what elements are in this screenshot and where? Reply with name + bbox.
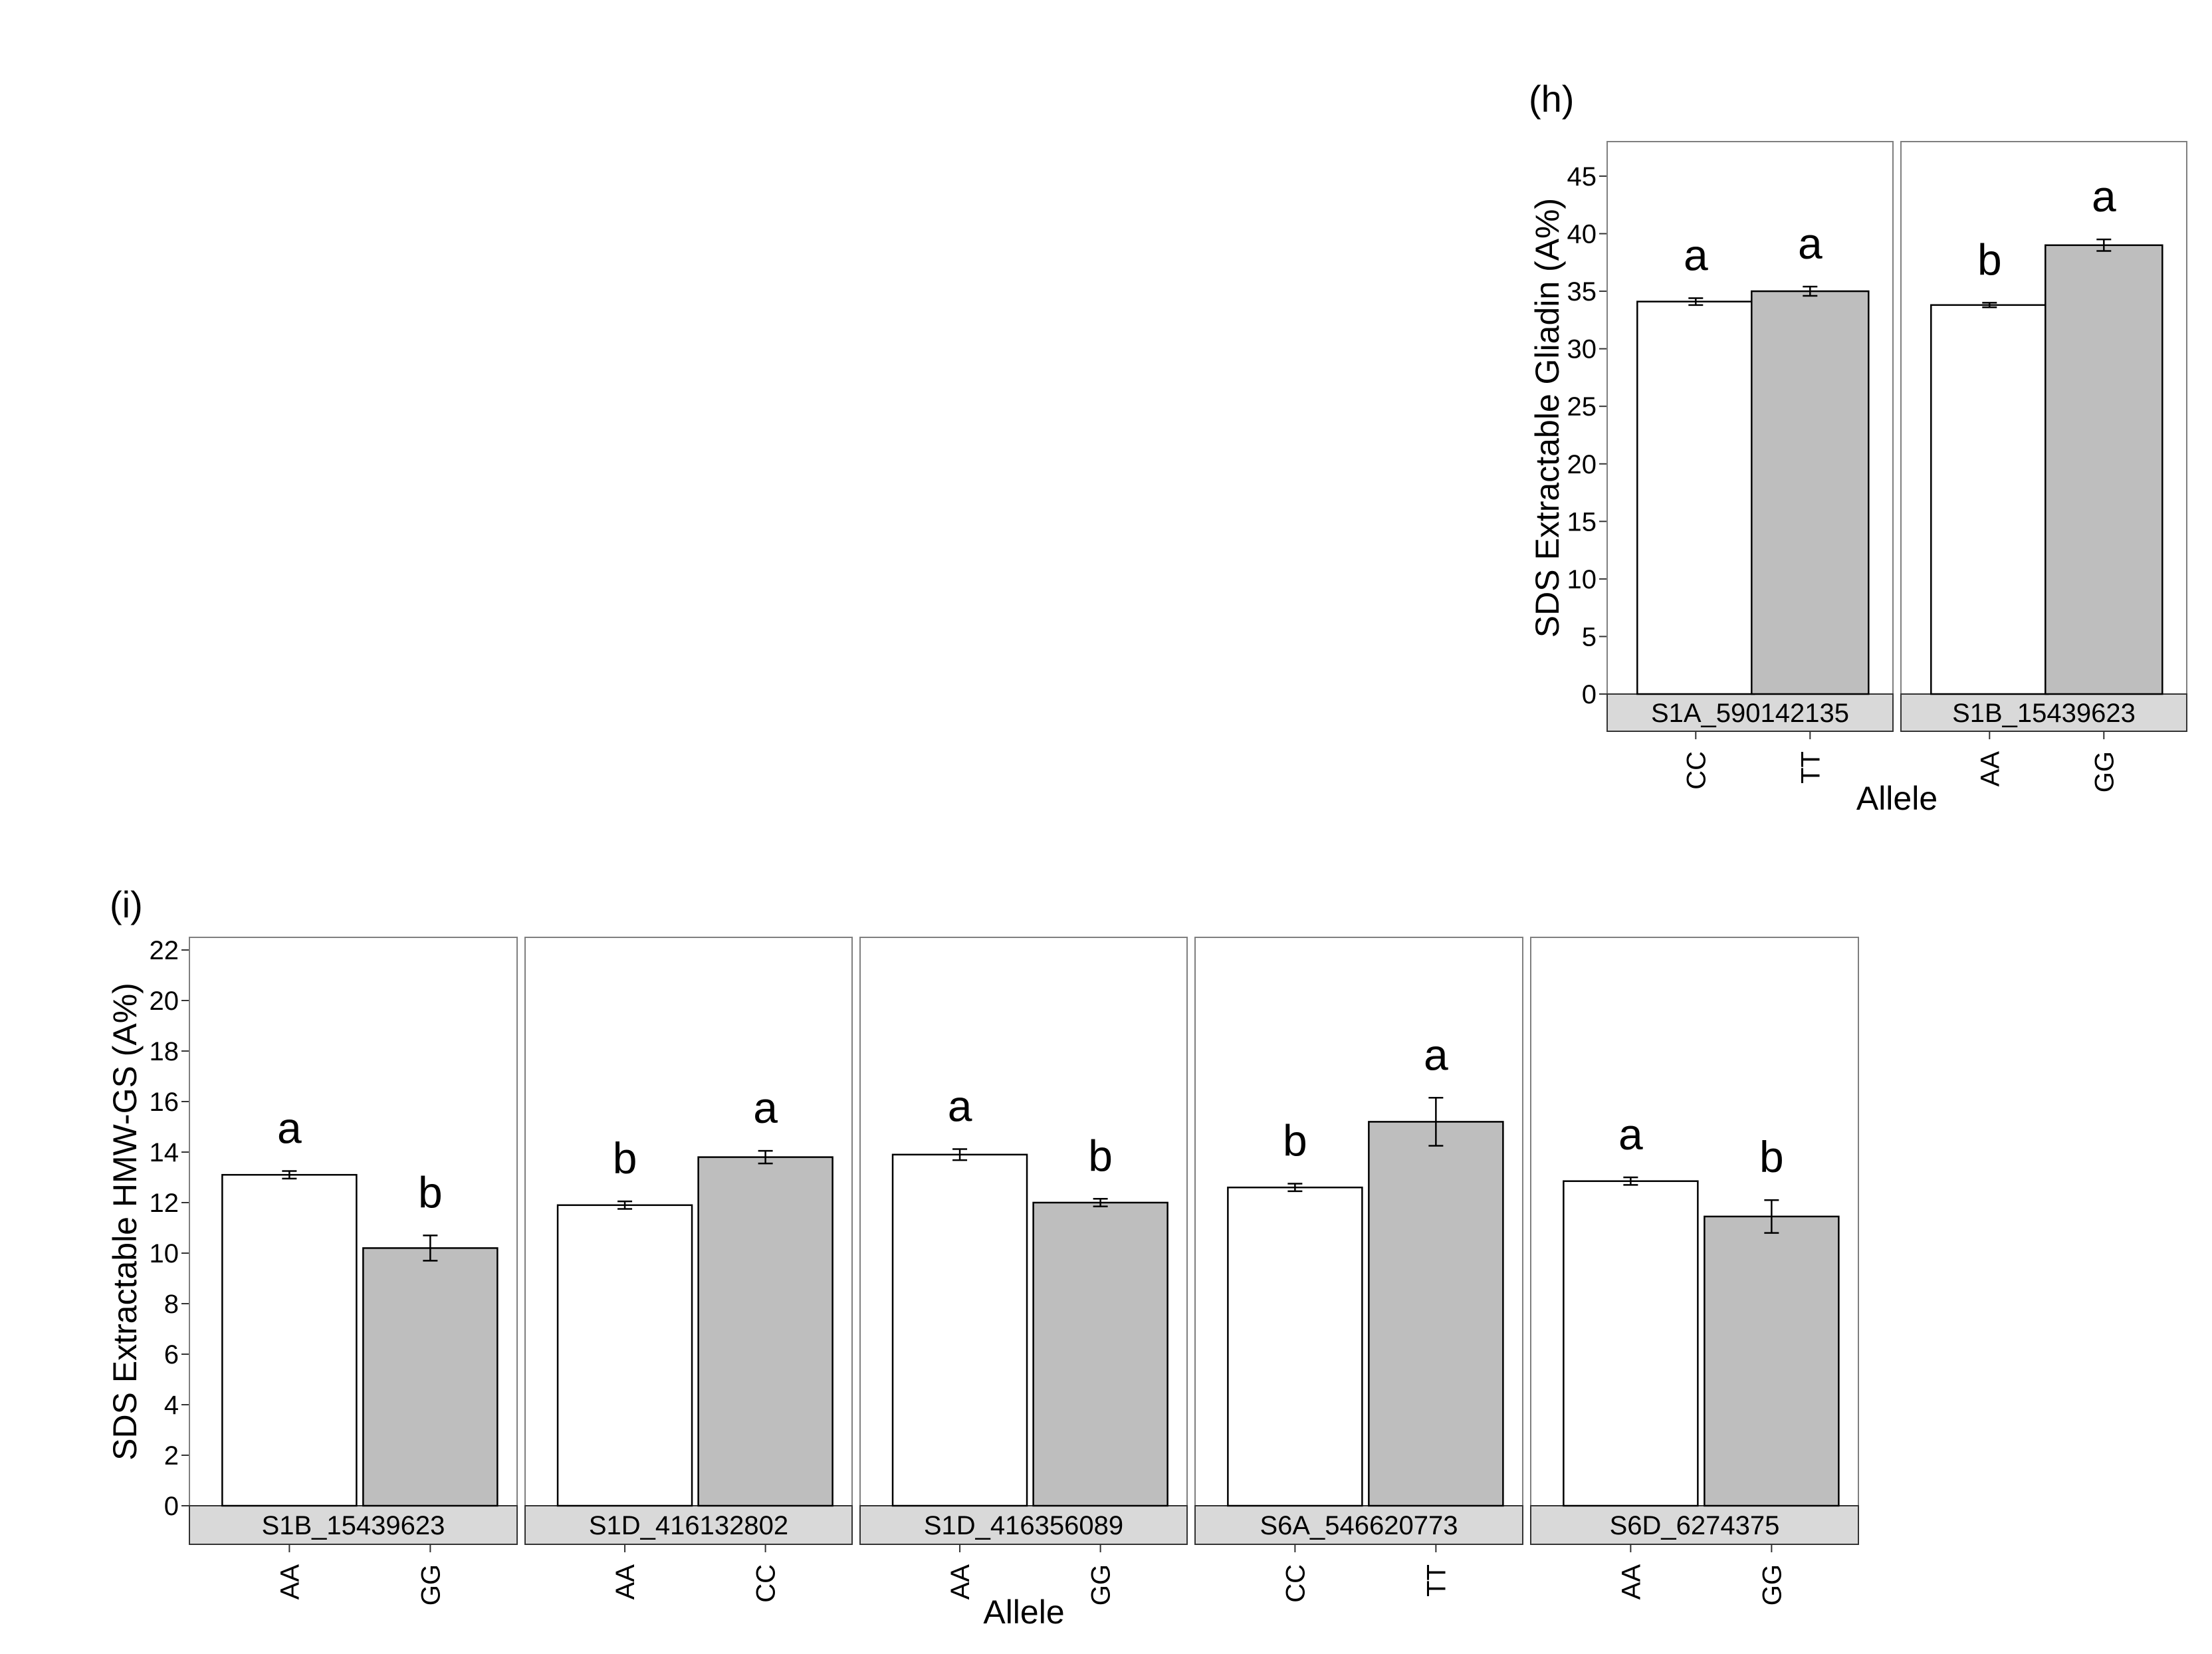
y-tick-label: 22 [150,936,179,965]
y-tick-label: 2 [164,1441,179,1471]
y-tick-label: 40 [1567,220,1597,249]
facet-1: S1B_15439623 b AA a GG [1900,141,2187,792]
y-tick-label: 12 [150,1189,179,1218]
y-tick-label: 15 [1567,507,1597,536]
bar [221,1173,358,1507]
x-tick-label: AA [946,1564,975,1600]
bar [1032,1201,1168,1507]
facet-strip [524,1505,853,1545]
significance-letter: b [1977,235,2002,284]
y-tick-label: 45 [1567,162,1597,191]
bar [1930,304,2049,695]
facet-strip-label: S6A_546620773 [1260,1511,1458,1540]
y-tick-label: 10 [1567,565,1597,594]
x-tick-label: CC [1682,751,1711,790]
x-tick-label: AA [1616,1564,1646,1600]
chart-panel-0: (h) SDS Extractable Gliadin (A%) 0 5 10 15 20 2… [1529,78,2187,817]
x-axis-title: Allele [983,1594,1064,1631]
y-tick-label: 6 [164,1340,179,1369]
facet-0: S1A_590142135 a CC a TT [1606,141,1894,790]
panel-label: (i) [110,884,143,925]
y-tick-label: 35 [1567,277,1597,306]
significance-letter: b [613,1133,637,1183]
facet-strip-label: S6D_6274375 [1610,1511,1780,1540]
y-tick-label: 10 [150,1239,179,1268]
significance-letter: a [2092,172,2116,221]
facet-strip [1530,1505,1859,1545]
bar [1227,1186,1363,1507]
bar [556,1204,693,1507]
significance-letter: a [1618,1110,1643,1159]
y-axis-title: SDS Extractable Gliadin (A%) [1529,198,1566,638]
significance-letter: a [1798,219,1823,268]
bar [1368,1121,1504,1507]
x-tick-label: GG [1757,1564,1787,1605]
bar [362,1247,498,1507]
bar [1636,300,1755,695]
panel-label: (h) [1529,78,1574,120]
significance-letter: a [277,1104,302,1153]
facet-0: S1B_15439623 a AA b GG [189,937,518,1605]
facet-strip-label: S1D_416356089 [924,1511,1123,1540]
facet-strip [1900,693,2187,732]
facet-strip-label: S1A_590142135 [1651,699,1849,728]
bar [1704,1215,1840,1507]
significance-letter: b [1759,1132,1784,1181]
y-tick-label: 18 [150,1037,179,1066]
significance-letter: a [1684,230,1708,279]
significance-letter: a [753,1083,778,1132]
facet-4: S6D_6274375 a AA b GG [1530,937,1859,1605]
facet-1: S1D_416132802 b AA a CC [524,937,853,1603]
y-tick-label: 4 [164,1391,179,1420]
x-tick-label: GG [416,1564,445,1605]
x-axis-title: Allele [1856,780,1937,817]
facet-2: S1D_416356089 a AA b GG [859,937,1188,1605]
x-tick-label: GG [2090,751,2119,792]
x-tick-label: CC [752,1564,781,1603]
facet-strip-label: S1B_15439623 [262,1511,445,1540]
x-tick-label: CC [1281,1564,1310,1603]
facet-strip [1606,693,1894,732]
significance-letter: b [1088,1131,1113,1180]
x-tick-label: GG [1087,1564,1116,1605]
bar [2045,244,2163,695]
y-tick-label: 0 [164,1492,179,1521]
y-tick-label: 16 [150,1088,179,1117]
x-tick-label: TT [1796,751,1825,784]
facet-strip [859,1505,1188,1545]
significance-letter: a [948,1081,972,1130]
y-tick-label: 25 [1567,392,1597,421]
facet-3: S6A_546620773 b CC a TT [1194,937,1523,1603]
x-tick-label: AA [611,1564,640,1600]
y-tick-label: 20 [150,987,179,1016]
y-tick-label: 8 [164,1290,179,1319]
y-tick-label: 14 [150,1138,179,1167]
y-tick-label: 5 [1582,622,1597,651]
facet-strip-label: S1D_416132802 [589,1511,788,1540]
y-tick-label: 30 [1567,335,1597,364]
significance-letter: b [1283,1116,1307,1165]
facet-strip [189,1505,518,1545]
bar [697,1156,833,1507]
significance-letter: a [1424,1030,1448,1079]
x-tick-label: AA [1975,751,2005,787]
y-axis-title: SDS Extractable HMW-GS (A%) [106,983,144,1461]
y-tick-label: 0 [1582,680,1597,709]
significance-letter: b [418,1167,443,1217]
facet-strip-label: S1B_15439623 [1952,699,2136,728]
bar [1751,290,1870,695]
chart-panel-1: (i) SDS Extractable HMW-GS (A%) 0 2 4 6 8 10 12 1… [106,884,1859,1631]
y-tick-label: 20 [1567,450,1597,479]
x-tick-label: TT [1422,1564,1451,1597]
x-tick-label: AA [275,1564,304,1600]
bar [1563,1180,1699,1507]
bar [891,1153,1028,1507]
